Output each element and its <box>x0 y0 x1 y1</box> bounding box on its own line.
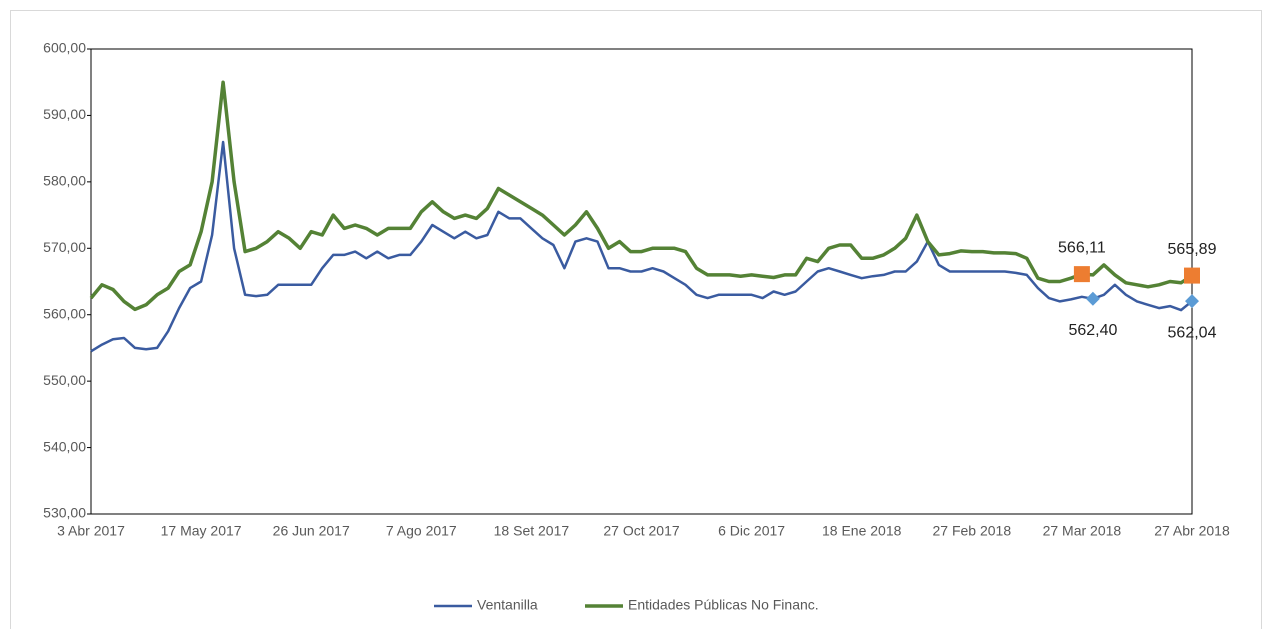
x-tick-label: 27 Mar 2018 <box>1043 523 1122 539</box>
point-marker <box>1073 266 1090 283</box>
y-tick-label: 530,00 <box>43 505 86 521</box>
y-tick-label: 550,00 <box>43 372 86 388</box>
y-tick-label: 580,00 <box>43 173 86 189</box>
x-tick-label: 18 Set 2017 <box>494 523 570 539</box>
point-marker <box>1184 267 1200 284</box>
legend-label: Ventanilla <box>477 597 538 613</box>
plot-area <box>90 48 1193 515</box>
x-tick-label: 3 Abr 2017 <box>57 523 125 539</box>
legend-label: Entidades Públicas No Financ. <box>628 597 819 613</box>
y-tick-label: 560,00 <box>43 305 86 321</box>
point-marker <box>1185 294 1199 309</box>
y-tick-label: 540,00 <box>43 438 86 454</box>
data-label: 565,89 <box>1168 241 1217 258</box>
series-line <box>89 80 1193 312</box>
x-tick-label: 27 Feb 2018 <box>932 523 1011 539</box>
x-tick-label: 27 Abr 2018 <box>1154 523 1230 539</box>
y-tick-label: 600,00 <box>43 40 86 56</box>
x-tick-label: 26 Jun 2017 <box>273 523 350 539</box>
x-tick-label: 17 May 2017 <box>161 523 242 539</box>
x-tick-label: 6 Dic 2017 <box>718 523 785 539</box>
chart-border <box>10 10 1262 629</box>
data-label: 562,40 <box>1068 322 1117 339</box>
x-tick-label: 18 Ene 2018 <box>822 523 902 539</box>
point-marker <box>1085 291 1100 306</box>
data-label: 566,11 <box>1058 239 1106 256</box>
x-tick-label: 27 Oct 2017 <box>603 523 679 539</box>
y-tick-label: 570,00 <box>43 239 86 255</box>
y-tick-label: 590,00 <box>43 106 86 122</box>
data-label: 562,04 <box>1168 324 1217 341</box>
x-tick-label: 7 Ago 2017 <box>386 523 457 539</box>
series-line <box>90 140 1193 353</box>
